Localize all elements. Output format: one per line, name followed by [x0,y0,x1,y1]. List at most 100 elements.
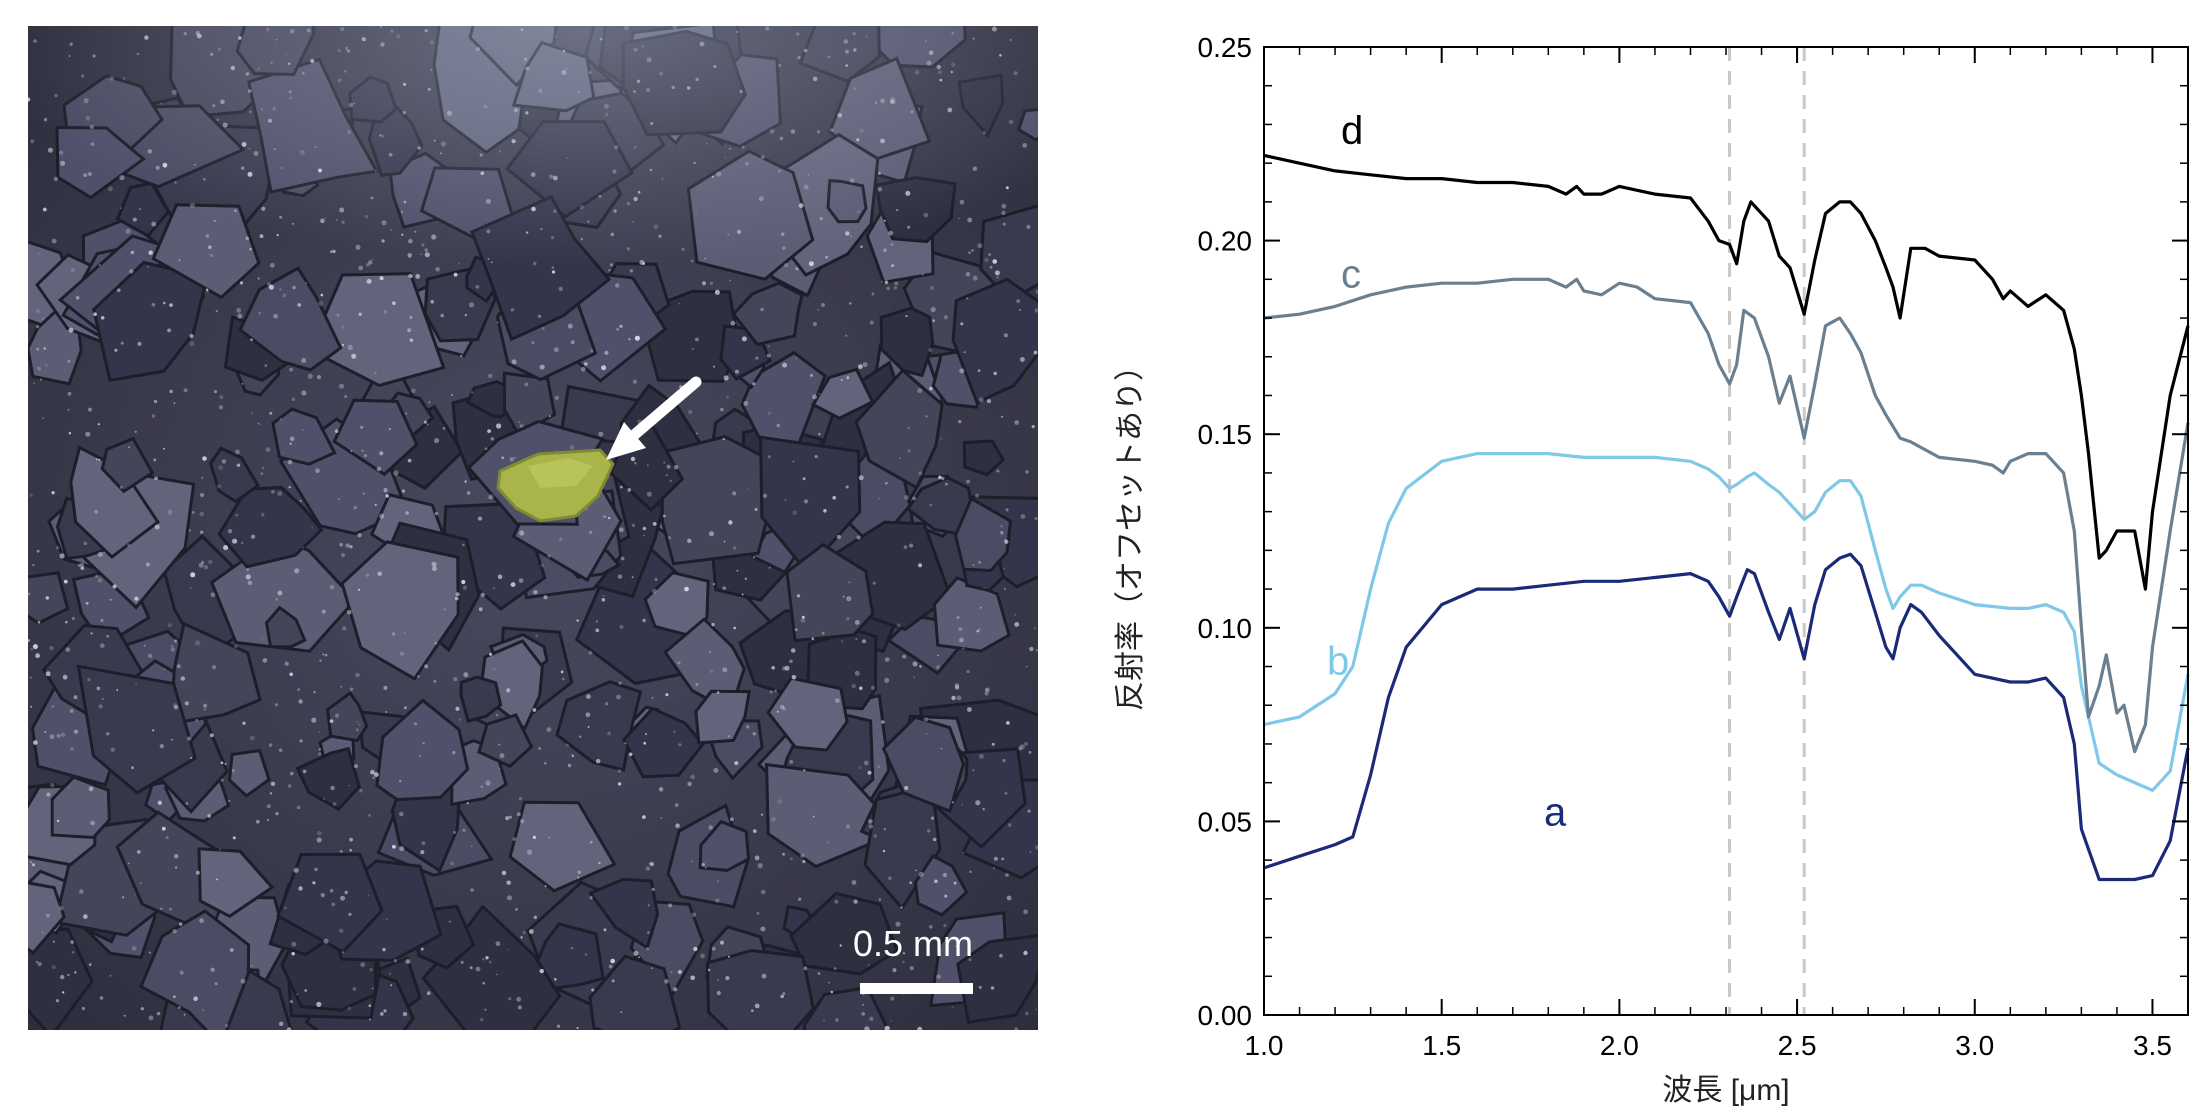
speckle [611,979,615,983]
speckle [71,951,75,954]
speckle [658,787,664,792]
speckle [256,819,260,824]
speckle [234,644,238,649]
speckle [677,970,682,974]
speckle [37,962,42,967]
speckle [99,996,104,1000]
speckle [269,792,273,795]
speckle [371,987,374,990]
speckle [282,451,285,454]
speckle [733,626,736,630]
speckle [890,1020,892,1022]
speckle [334,429,339,434]
speckle [1024,742,1028,746]
speckle [782,992,786,995]
speckle [660,817,663,819]
speckle [800,853,805,859]
speckle [969,870,972,874]
speckle [896,623,901,628]
speckle [266,804,271,809]
speckle [868,819,873,824]
speckle [159,744,164,749]
speckle [175,866,178,869]
speckle [734,761,739,766]
speckle [589,840,593,844]
speckle [951,1006,954,1009]
speckle [341,553,346,558]
speckle [52,940,55,943]
speckle [955,945,958,948]
speckle [923,717,929,722]
speckle [498,767,501,770]
speckle [301,429,304,431]
speckle [1014,613,1017,616]
speckle [393,959,398,963]
speckle [454,596,459,601]
speckle [277,491,283,496]
speckle [35,960,39,964]
speckle [972,564,975,567]
speckle [344,890,348,895]
speckle [289,442,292,445]
speckle [882,849,886,853]
speckle [591,988,595,992]
speckle [798,897,802,901]
speckle [393,470,399,476]
speckle [229,948,234,952]
speckle [463,672,469,678]
speckle [982,808,985,811]
speckle [188,529,191,532]
speckle [992,867,995,870]
speckle [190,757,193,759]
speckle [216,484,222,489]
speckle [356,720,359,723]
speckle [934,879,938,884]
speckle [918,471,923,476]
speckle [449,920,451,923]
speckle [501,870,507,876]
speckle [153,458,157,462]
speckle [647,931,650,934]
speckle [420,850,425,855]
speckle [745,725,750,729]
speckle [608,516,611,520]
speckle [167,509,173,515]
speckle [1005,508,1009,512]
speckle [291,941,297,947]
speckle [348,912,352,916]
rock-particle [588,954,682,1030]
speckle [479,1017,484,1022]
speckle [496,714,499,717]
speckle [331,902,336,907]
speckle [830,990,834,994]
speckle [199,511,204,517]
speckle [462,543,465,547]
speckle [478,607,483,612]
speckle [45,596,49,600]
speckle [289,672,294,677]
speckle [51,705,54,708]
speckle [349,837,353,842]
speckle [761,813,763,816]
speckle [235,449,240,455]
speckle [569,445,575,450]
speckle [990,986,995,990]
speckle [318,730,321,734]
speckle [350,687,354,691]
speckle [30,705,33,708]
speckle [101,697,104,700]
speckle [314,867,318,872]
speckle [240,978,246,984]
speckle [895,921,901,927]
speckle [32,644,38,650]
speckle [434,438,440,444]
speckle [83,914,88,919]
speckle [303,769,307,774]
speckle [967,707,972,712]
speckle [767,455,771,459]
speckle [152,729,155,732]
speckle [87,678,91,682]
speckle [62,674,68,680]
speckle [288,486,291,489]
speckle [859,686,863,690]
